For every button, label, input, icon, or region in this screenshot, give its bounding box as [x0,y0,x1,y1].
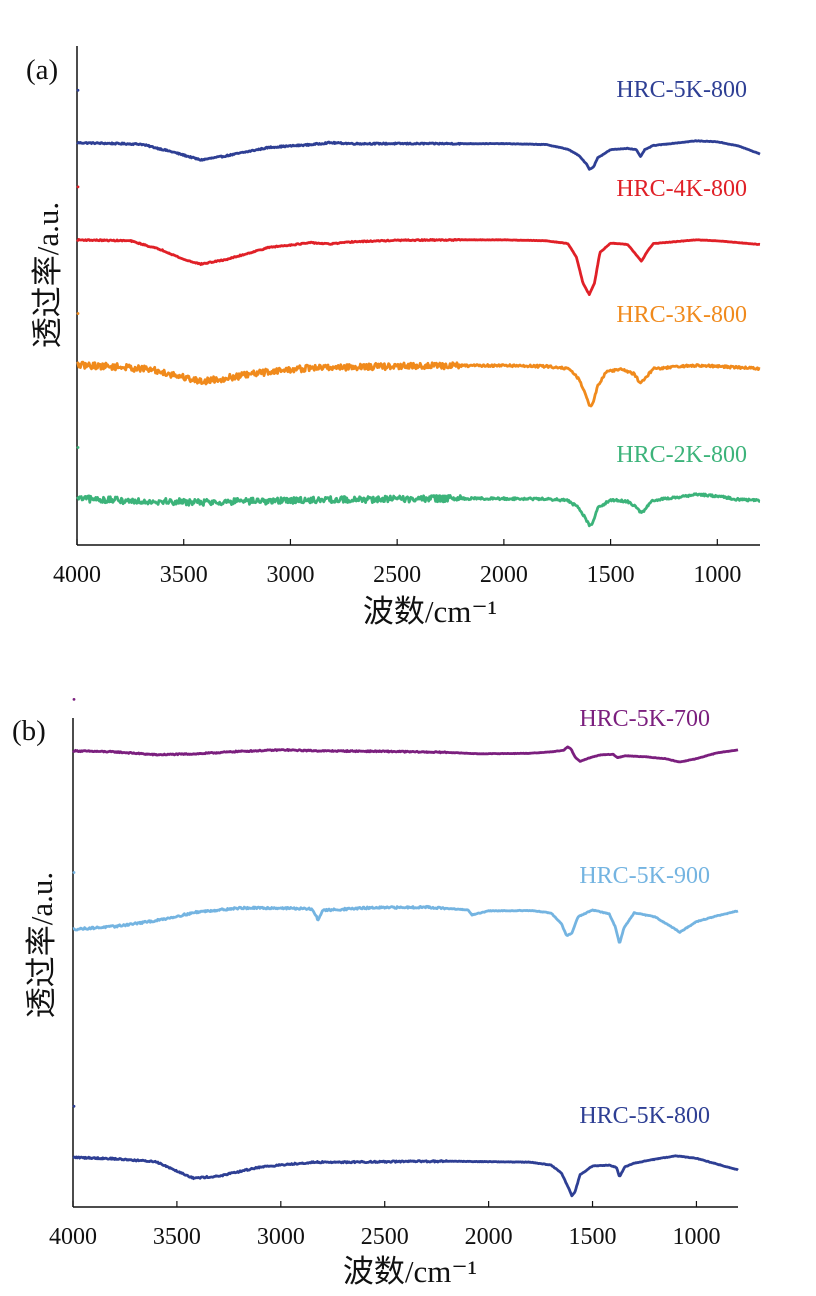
panel-b-x-ticks: 4000 3500 3000 2500 2000 1500 1000 [49,1201,720,1250]
series-line [71,745,739,764]
series-label: HRC-5K-700 [579,706,710,732]
series-label: HRC-5K-800 [579,1103,710,1129]
series-label: HRC-5K-800 [616,77,747,103]
series-axis-marker [76,88,80,92]
panel-a-x-axis-label: 波数/cm⁻¹ [363,594,497,629]
series-line [76,139,761,171]
series-axis-marker [72,1104,76,1108]
panel-b-y-axis-label: 透过率/a.u. [24,872,59,1018]
panel-b: (b) 4000 3500 3000 2500 2000 1500 1000 HRC-5K-… [12,697,739,1289]
panel-b-x-axis-label: 波数/cm⁻¹ [343,1254,477,1289]
series-line [76,360,761,408]
series-axis-marker [76,446,80,449]
x-tick-label: 1500 [569,1224,617,1250]
panel-a-label: (a) [26,54,58,86]
panel-b-label: (b) [12,715,46,747]
panel-b-series: HRC-5K-700 HRC-5K-900 HRC-5K-800 [71,697,739,1198]
x-tick-label: 2000 [480,562,528,588]
panel-a-series: HRC-5K-800 HRC-4K-800 HRC-3K-800 HRC-2K-800 [76,77,761,528]
series-label: HRC-2K-800 [616,442,747,468]
series-axis-marker [76,185,80,189]
series-line [76,238,761,296]
series-line [72,1154,739,1198]
x-tick-label: 4000 [53,562,101,588]
x-tick-label: 3500 [153,1224,201,1250]
x-tick-label: 2000 [465,1224,513,1250]
x-tick-label: 3500 [160,562,208,588]
series-label: HRC-5K-900 [579,863,710,889]
x-tick-label: 4000 [49,1224,97,1250]
x-tick-label: 1000 [693,562,741,588]
x-tick-label: 2500 [361,1224,409,1250]
series-axis-marker [72,697,76,701]
x-tick-label: 2500 [373,562,421,588]
x-tick-label: 3000 [257,1224,305,1250]
panel-a-y-axis-label: 透过率/a.u. [30,202,65,348]
x-tick-label: 1500 [587,562,635,588]
x-tick-label: 3000 [266,562,314,588]
series-axis-marker [76,312,80,315]
panel-a: (a) 4000 3500 3000 2500 2000 1500 1000 HRC-5K-… [26,46,761,629]
series-axis-marker [72,871,76,874]
series-label: HRC-3K-800 [616,302,747,328]
series-line [76,492,761,528]
series-line [72,904,739,944]
series-label: HRC-4K-800 [616,176,747,202]
x-tick-label: 1000 [672,1224,720,1250]
panel-a-x-ticks: 4000 3500 3000 2500 2000 1500 1000 [53,539,741,588]
